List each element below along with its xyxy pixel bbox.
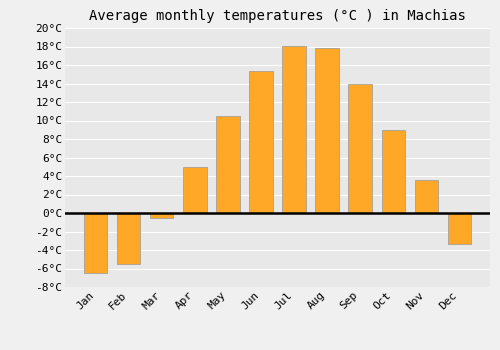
Title: Average monthly temperatures (°C ) in Machias: Average monthly temperatures (°C ) in Ma… bbox=[89, 9, 466, 23]
Bar bbox=[216, 116, 240, 213]
Bar bbox=[282, 46, 306, 213]
Bar bbox=[382, 130, 404, 213]
Bar bbox=[84, 213, 108, 273]
Bar bbox=[414, 180, 438, 213]
Bar bbox=[250, 71, 272, 213]
Bar bbox=[184, 167, 206, 213]
Bar bbox=[448, 213, 470, 244]
Bar bbox=[348, 84, 372, 213]
Bar bbox=[150, 213, 174, 218]
Bar bbox=[118, 213, 141, 264]
Bar bbox=[316, 48, 338, 213]
